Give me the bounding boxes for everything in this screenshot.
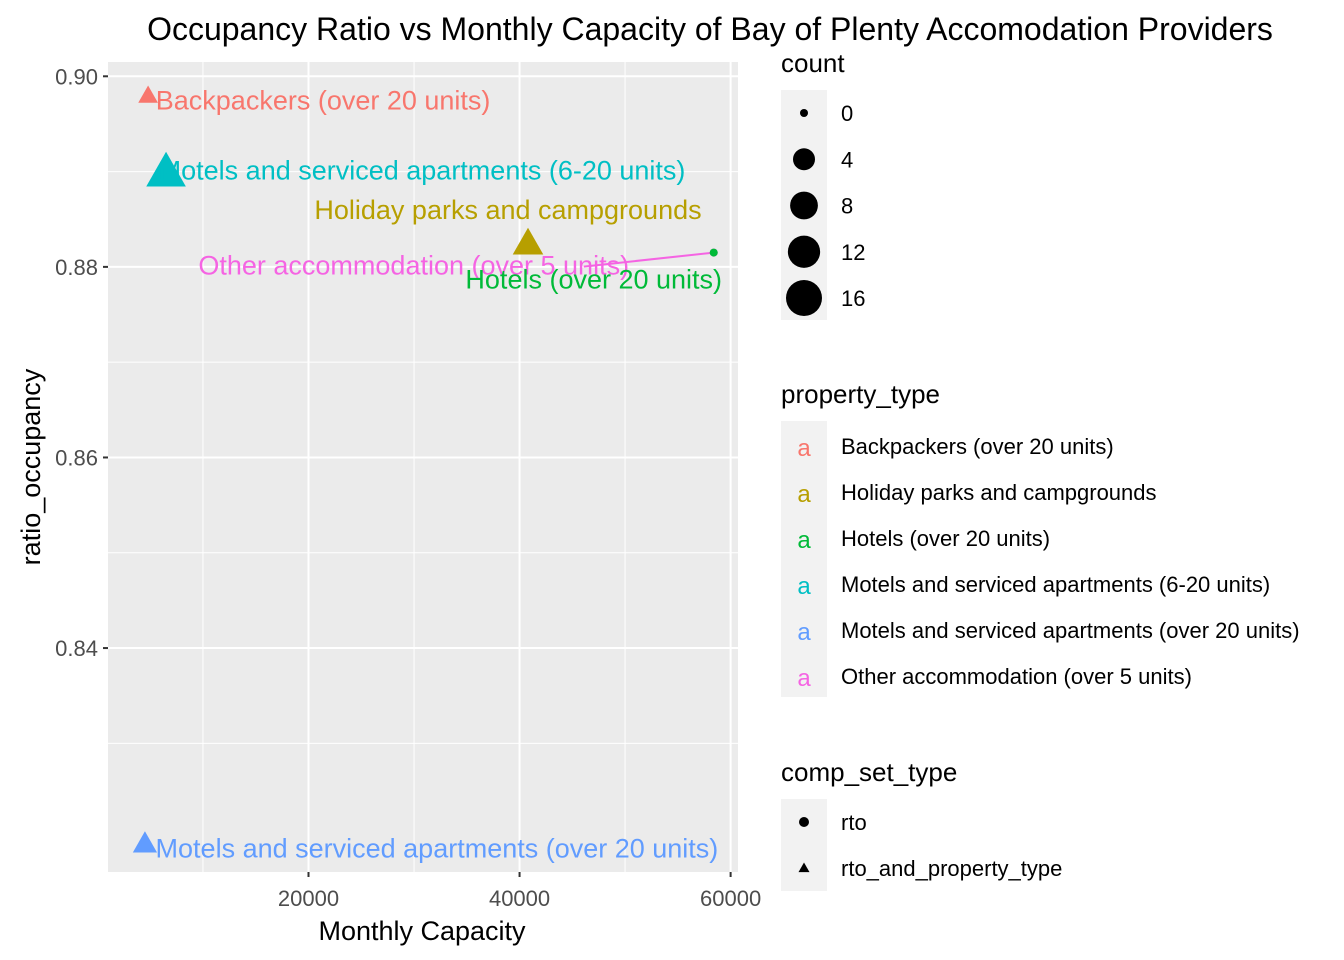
label-connectors xyxy=(583,251,714,268)
data-point xyxy=(146,151,186,187)
minor-gridlines xyxy=(108,62,738,872)
legend-comp-set-type-label: rto xyxy=(841,810,867,835)
legend-count-label: 0 xyxy=(841,101,853,126)
legend-count-key xyxy=(787,235,821,268)
legend-comp-set-type-key-bg xyxy=(781,799,827,891)
legend-property-type-key: a xyxy=(797,435,811,462)
x-tick-label: 60000 xyxy=(700,886,761,911)
data-point xyxy=(512,227,544,255)
x-tick-label: 20000 xyxy=(278,886,339,911)
legend-count-key xyxy=(793,148,815,171)
data-label: Other accommodation (over 5 units) xyxy=(198,251,629,281)
legend-count: count 0 4 8 12 16 xyxy=(781,48,865,320)
legend-property-type-key: a xyxy=(797,619,811,646)
data-label: Motels and serviced apartments (over 20 … xyxy=(156,833,719,863)
legend-count-label: 12 xyxy=(841,240,865,265)
legend-property-type-title: property_type xyxy=(781,379,940,409)
legend-comp-set-type-title: comp_set_type xyxy=(781,757,957,787)
legend-count-title: count xyxy=(781,48,845,78)
legend-property-type-label: Holiday parks and campgrounds xyxy=(841,480,1157,505)
data-label: Motels and serviced apartments (6-20 uni… xyxy=(159,156,686,186)
legend-property-type: property_type a Backpackers (over 20 unit… xyxy=(781,379,1300,697)
data-label: Hotels (over 20 units) xyxy=(465,265,722,295)
data-label: Backpackers (over 20 units) xyxy=(156,85,491,115)
x-axis: 20000 40000 60000 xyxy=(278,872,761,911)
y-tick-label: 0.84 xyxy=(55,636,98,661)
x-axis-title: Monthly Capacity xyxy=(318,916,526,946)
x-tick-label: 40000 xyxy=(489,886,550,911)
legend-count-key xyxy=(800,109,808,117)
legend-property-type-label: Hotels (over 20 units) xyxy=(841,526,1050,551)
major-gridlines xyxy=(108,62,738,872)
legend-property-type-label: Backpackers (over 20 units) xyxy=(841,434,1114,459)
data-labels: Backpackers (over 20 units) Motels and se… xyxy=(156,85,722,863)
legend-property-type-key: a xyxy=(797,665,811,692)
label-connector xyxy=(583,251,714,268)
legend-property-type-key: a xyxy=(797,527,811,554)
legend-count-key xyxy=(790,191,818,220)
data-point xyxy=(138,85,158,103)
plot-panel xyxy=(108,62,738,872)
legend-comp-set-type-label: rto_and_property_type xyxy=(841,856,1062,881)
legend-property-type-key: a xyxy=(797,573,811,600)
legend-count-label: 8 xyxy=(841,194,853,219)
legend-count-label: 4 xyxy=(841,147,853,172)
legend-comp-set-type-key xyxy=(799,817,809,827)
y-tick-label: 0.90 xyxy=(55,64,98,89)
legend-property-type-label: Motels and serviced apartments (over 20 … xyxy=(841,618,1300,643)
legend-count-label: 16 xyxy=(841,286,865,311)
y-axis: 0.84 0.86 0.88 0.90 xyxy=(55,64,108,661)
y-tick-label: 0.86 xyxy=(55,445,98,470)
legend-comp-set-type: comp_set_type rto rto_and_property_type xyxy=(781,757,1062,891)
legend-count-key xyxy=(786,280,822,316)
data-label: Holiday parks and campgrounds xyxy=(314,195,701,225)
y-tick-label: 0.88 xyxy=(55,255,98,280)
data-points xyxy=(132,85,718,853)
y-axis-title: ratio_occupancy xyxy=(16,368,46,565)
legend-property-type-key: a xyxy=(797,481,811,508)
chart-title: Occupancy Ratio vs Monthly Capacity of B… xyxy=(147,11,1273,47)
legend-comp-set-type-key xyxy=(798,862,810,873)
legend-property-type-label: Motels and serviced apartments (6-20 uni… xyxy=(841,572,1270,597)
data-point xyxy=(132,831,158,853)
legend-property-type-key-bg xyxy=(781,421,827,697)
legend-property-type-label: Other accommodation (over 5 units) xyxy=(841,664,1192,689)
data-point xyxy=(709,248,718,257)
